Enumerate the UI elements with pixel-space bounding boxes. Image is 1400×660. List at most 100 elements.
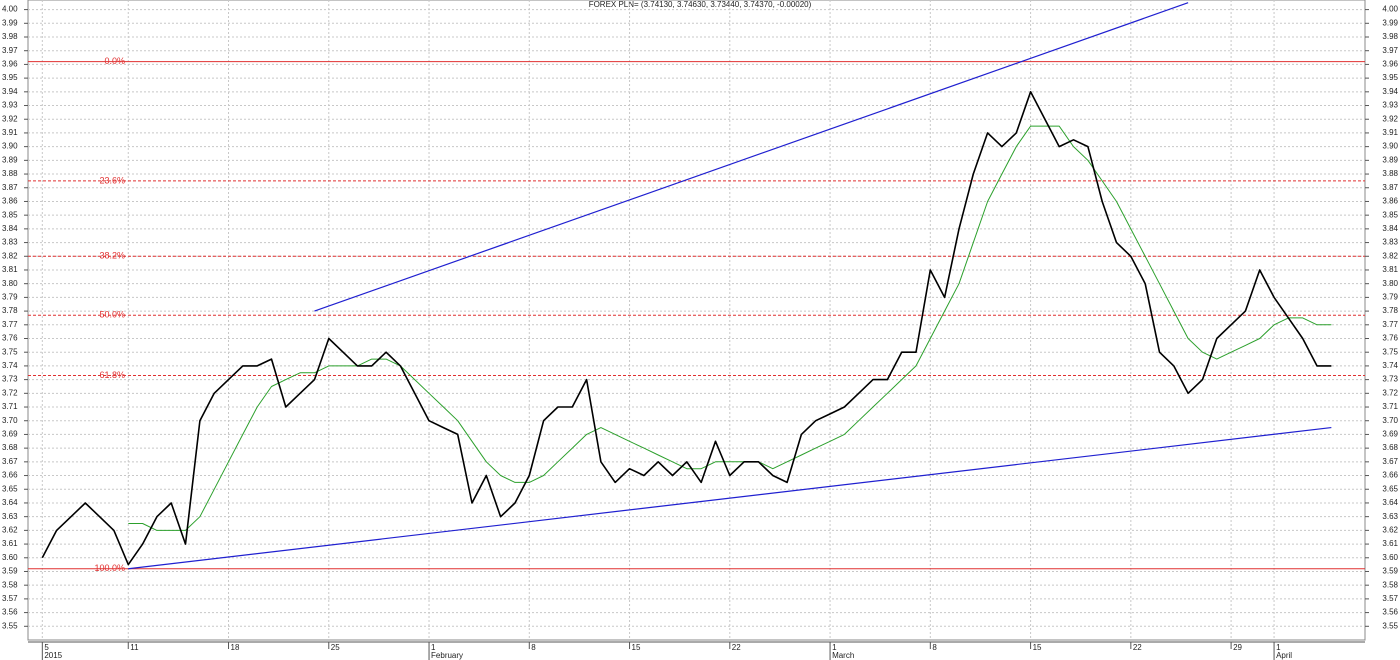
y-tick-label: 3.77 (2, 320, 18, 329)
x-period-label: February (431, 651, 463, 660)
y-tick-label: 3.75 (2, 347, 18, 356)
y-tick-label: 3.55 (2, 621, 18, 630)
y-tick-label: 3.87 (1382, 183, 1398, 192)
x-tick-label: 15 (1033, 643, 1042, 652)
fib-label: 100.0% (94, 563, 125, 573)
y-tick-label: 3.68 (1382, 443, 1398, 452)
y-tick-label: 3.55 (1382, 621, 1398, 630)
y-tick-label: 3.97 (2, 46, 18, 55)
x-tick-label: 29 (1233, 643, 1242, 652)
y-tick-label: 3.79 (1382, 292, 1398, 301)
y-tick-label: 3.59 (1382, 567, 1398, 576)
y-tick-label: 3.80 (1382, 279, 1398, 288)
y-tick-label: 3.66 (2, 471, 18, 480)
y-tick-label: 3.75 (1382, 347, 1398, 356)
y-tick-label: 3.96 (1382, 60, 1398, 69)
y-tick-label: 3.74 (2, 361, 18, 370)
y-tick-label: 3.61 (1382, 539, 1398, 548)
series-line (41, 91, 1332, 566)
y-tick-label: 3.94 (1382, 87, 1398, 96)
y-tick-label: 3.65 (2, 484, 18, 493)
y-tick-label: 3.56 (2, 608, 18, 617)
y-tick-label: 3.98 (2, 32, 18, 41)
y-tick-label: 3.60 (2, 553, 18, 562)
y-tick-label: 3.83 (1382, 238, 1398, 247)
y-tick-label: 3.90 (2, 142, 18, 151)
y-tick-label: 3.91 (1382, 128, 1398, 137)
y-tick-label: 3.80 (2, 279, 18, 288)
y-tick-label: 3.78 (1382, 306, 1398, 315)
fib-label: 50.0% (99, 310, 125, 320)
y-tick-label: 3.69 (1382, 430, 1398, 439)
plot-frame (27, 0, 1366, 641)
series-line (128, 125, 1332, 531)
y-tick-label: 3.70 (2, 416, 18, 425)
y-tick-label: 3.76 (2, 334, 18, 343)
y-tick-label: 3.93 (2, 101, 18, 110)
y-tick-label: 3.71 (2, 402, 18, 411)
y-tick-label: 3.63 (2, 512, 18, 521)
y-tick-label: 3.66 (1382, 471, 1398, 480)
y-tick-label: 3.96 (2, 60, 18, 69)
x-tick-label: 1 (832, 643, 837, 652)
y-tick-label: 3.71 (1382, 402, 1398, 411)
y-tick-label: 3.59 (2, 567, 18, 576)
trendline (314, 2, 1189, 312)
y-tick-label: 3.57 (2, 594, 18, 603)
x-period-label: 2015 (44, 651, 62, 660)
y-tick-label: 3.70 (1382, 416, 1398, 425)
y-tick-label: 3.84 (2, 224, 18, 233)
x-tick-label: 18 (231, 643, 240, 652)
y-tick-label: 3.99 (2, 18, 18, 27)
y-tick-label: 3.88 (2, 169, 18, 178)
y-tick-label: 3.69 (2, 430, 18, 439)
y-tick-label: 3.86 (2, 197, 18, 206)
x-tick-label: 25 (331, 643, 340, 652)
y-tick-label: 3.98 (1382, 32, 1398, 41)
x-period-label: March (832, 651, 854, 660)
y-tick-label: 3.73 (2, 375, 18, 384)
y-tick-label: 3.64 (1382, 498, 1398, 507)
y-tick-label: 3.88 (1382, 169, 1398, 178)
x-tick-label: 5 (44, 643, 49, 652)
y-tick-label: 3.92 (1382, 114, 1398, 123)
y-tick-label: 3.62 (1382, 525, 1398, 534)
y-tick-label: 3.57 (1382, 594, 1398, 603)
y-tick-label: 3.89 (1382, 155, 1398, 164)
x-tick-label: 8 (531, 643, 536, 652)
y-tick-label: 3.65 (1382, 484, 1398, 493)
y-tick-label: 3.72 (2, 388, 18, 397)
y-tick-label: 3.72 (1382, 388, 1398, 397)
y-tick-label: 3.94 (2, 87, 18, 96)
y-tick-label: 3.67 (1382, 457, 1398, 466)
y-tick-label: 3.81 (1382, 265, 1398, 274)
y-tick-label: 3.90 (1382, 142, 1398, 151)
y-tick-label: 3.81 (2, 265, 18, 274)
x-tick-label: 22 (1133, 643, 1142, 652)
y-tick-label: 3.79 (2, 292, 18, 301)
fib-label: 38.2% (99, 251, 125, 261)
y-tick-label: 3.58 (2, 580, 18, 589)
x-tick-label: 8 (932, 643, 937, 652)
trendline (128, 426, 1332, 570)
x-tick-label: 1 (1276, 643, 1281, 652)
y-tick-label: 3.82 (1382, 251, 1398, 260)
y-tick-label: 3.73 (1382, 375, 1398, 384)
y-tick-label: 3.85 (1382, 210, 1398, 219)
y-tick-label: 3.87 (2, 183, 18, 192)
y-tick-label: 3.93 (1382, 101, 1398, 110)
y-tick-label: 3.76 (1382, 334, 1398, 343)
y-tick-label: 3.78 (2, 306, 18, 315)
y-tick-label: 3.92 (2, 114, 18, 123)
y-tick-label: 3.91 (2, 128, 18, 137)
x-period-label: April (1276, 651, 1292, 660)
y-tick-label: 3.61 (2, 539, 18, 548)
x-tick-label: 15 (632, 643, 641, 652)
y-tick-label: 3.83 (2, 238, 18, 247)
y-tick-label: 3.58 (1382, 580, 1398, 589)
y-tick-label: 3.63 (1382, 512, 1398, 521)
x-tick-label: 1 (431, 643, 436, 652)
y-tick-label: 3.68 (2, 443, 18, 452)
y-tick-label: 3.84 (1382, 224, 1398, 233)
